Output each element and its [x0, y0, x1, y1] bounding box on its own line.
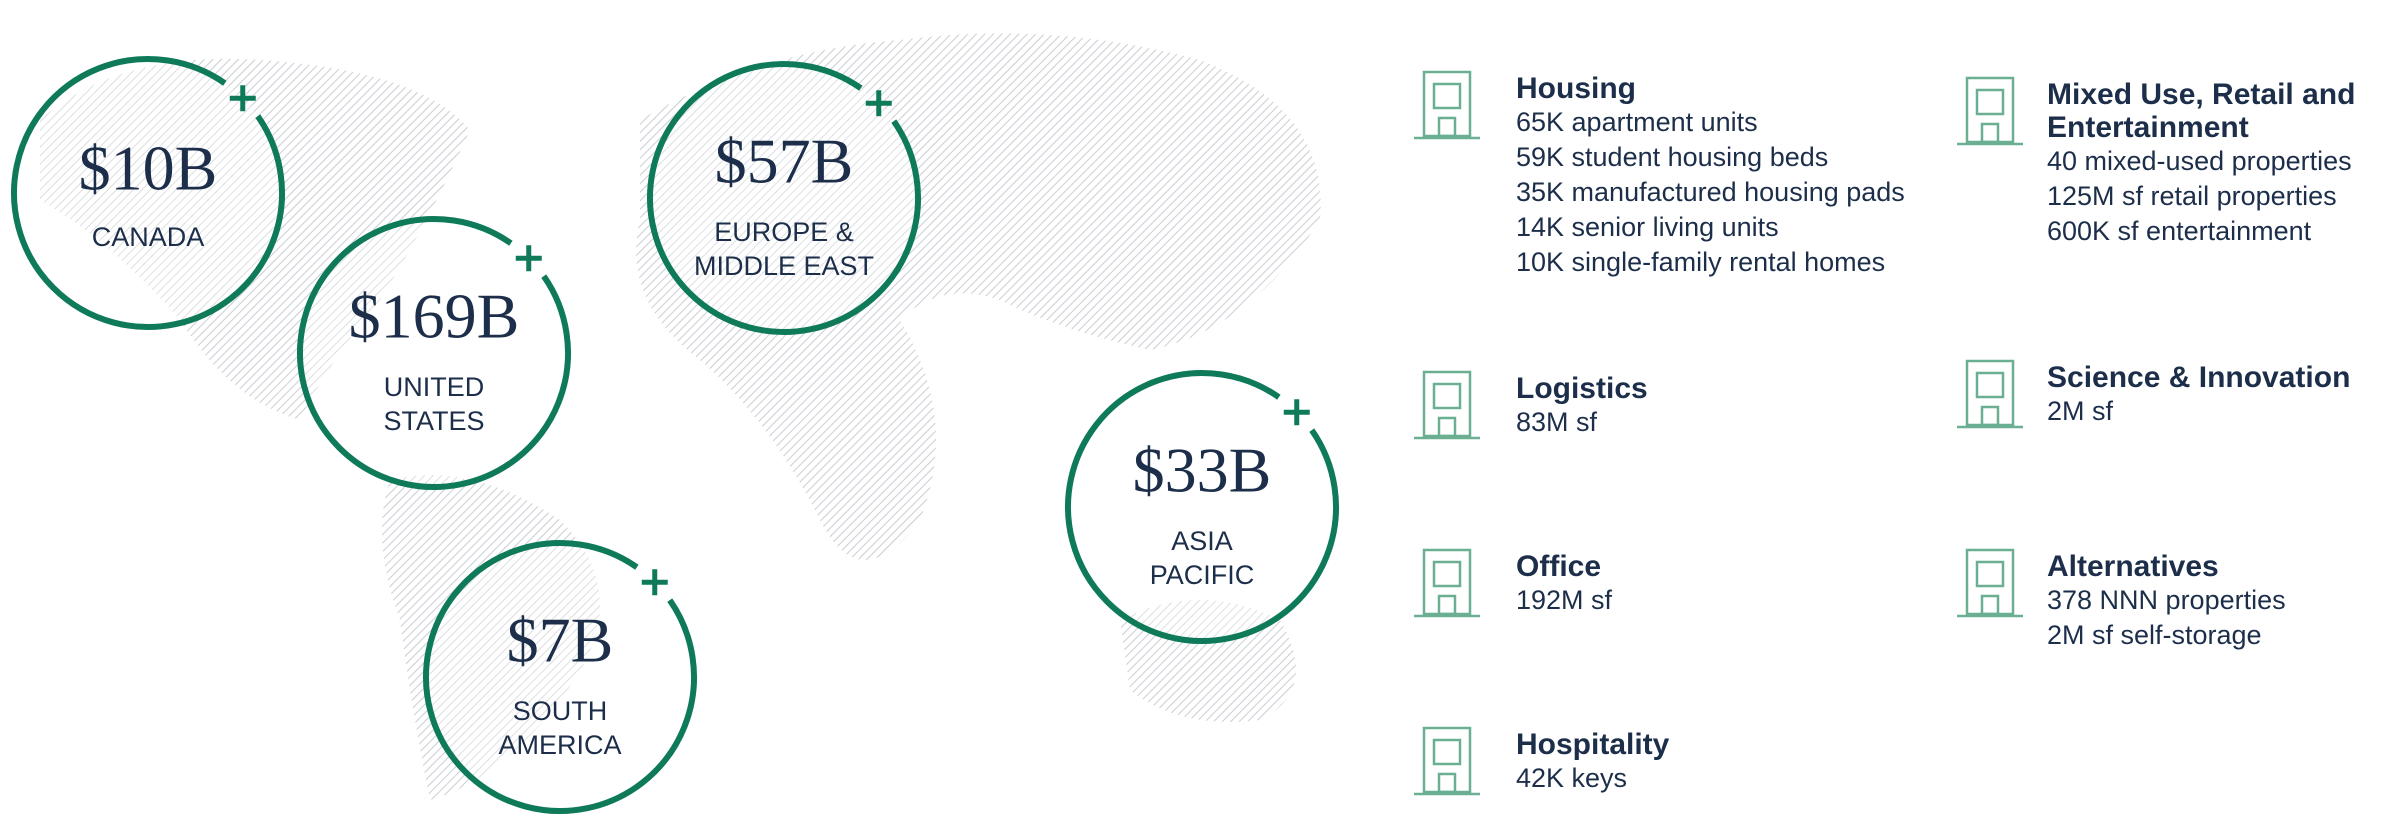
region-badge: $169B UNITED STATES	[297, 216, 571, 490]
sector-line: 42K keys	[1516, 763, 1628, 793]
sector-line: 40 mixed-used properties	[2047, 146, 2352, 176]
sector-title: Mixed Use, Retail and Entertainment	[2047, 78, 2356, 144]
region-label: CANADA	[92, 222, 205, 252]
sector-title: Alternatives	[2047, 550, 2219, 583]
icon-door	[1437, 116, 1457, 138]
badge-fill	[650, 64, 918, 332]
region-badge: $10B CANADA	[11, 56, 285, 330]
sector-line: 2M sf	[2047, 396, 2114, 426]
icon-outline	[1422, 70, 1472, 138]
sector: Alternatives 378 NNN properties 2M sf self…	[2047, 550, 2382, 653]
icon-outline	[1422, 548, 1472, 616]
icon-window	[1975, 371, 2005, 399]
icon-door	[1980, 122, 2000, 144]
badge-ring	[1065, 370, 1339, 644]
icon-window	[1432, 382, 1462, 410]
region-label: EUROPE &	[714, 217, 854, 247]
sector-title: Science & Innovation	[2047, 361, 2351, 394]
sector-icon	[1414, 370, 1480, 440]
icon-window	[1975, 560, 2005, 588]
region-value: $169B	[349, 281, 520, 352]
sector: Hospitality 42K keys	[1516, 728, 1851, 796]
region-badge: $33B ASIA PACIFIC	[1065, 370, 1339, 644]
sector-icon	[1957, 76, 2023, 146]
icon-window	[1975, 88, 2005, 116]
badge-fill	[300, 219, 568, 487]
icon-outline	[1965, 76, 2015, 144]
icon-door	[1437, 772, 1457, 794]
region-badge: $7B SOUTH AMERICA	[423, 540, 697, 814]
region-label: UNITED	[384, 372, 485, 402]
sector-icon	[1414, 70, 1480, 140]
icon-outline	[1422, 370, 1472, 438]
badge-fill	[426, 543, 694, 811]
region-value: $7B	[507, 605, 614, 676]
sector-icon	[1957, 359, 2023, 429]
sector-line: 83M sf	[1516, 407, 1598, 437]
icon-window	[1432, 738, 1462, 766]
region-value: $33B	[1133, 435, 1272, 506]
icon-door	[1980, 594, 2000, 616]
region-value: $57B	[715, 126, 854, 197]
sector: Science & Innovation 2M sf	[2047, 361, 2382, 429]
sector-line: 125M sf retail properties	[2047, 181, 2337, 211]
sector-line: 65K apartment units	[1516, 107, 1758, 137]
badge-fill	[14, 59, 282, 327]
icon-door	[1437, 594, 1457, 616]
sector-line: 59K student housing beds	[1516, 142, 1829, 172]
region-label: STATES	[383, 406, 484, 436]
continents	[40, 33, 1321, 800]
badge-ring	[11, 56, 285, 330]
region-label: MIDDLE EAST	[694, 251, 874, 281]
badge-ring	[297, 216, 571, 490]
region-label: ASIA	[1171, 526, 1233, 556]
sector-line: 10K single-family rental homes	[1516, 247, 1886, 277]
sector-title: Housing	[1516, 72, 1636, 105]
sector-line: 600K sf entertainment	[2047, 216, 2312, 246]
icon-outline	[1422, 726, 1472, 794]
badge-ring	[423, 540, 697, 814]
sector-line: 378 NNN properties	[2047, 585, 2286, 615]
sector-line: 35K manufactured housing pads	[1516, 177, 1905, 207]
region-label: PACIFIC	[1150, 560, 1255, 590]
icon-door	[1437, 416, 1457, 438]
sector-title: Hospitality	[1516, 728, 1670, 761]
icon-outline	[1965, 548, 2015, 616]
icon-outline	[1965, 359, 2015, 427]
badge-ring	[647, 61, 921, 335]
region-label: AMERICA	[498, 730, 621, 760]
region-badge: $57B EUROPE & MIDDLE EAST	[647, 61, 921, 335]
sector-icon	[1957, 548, 2023, 618]
badge-fill	[1068, 373, 1336, 641]
sector-line: 2M sf self-storage	[2047, 620, 2262, 650]
sector-icon	[1414, 548, 1480, 618]
sector-title: Office	[1516, 550, 1602, 583]
icon-door	[1980, 405, 2000, 427]
sector: Mixed Use, Retail and Entertainment 40 mi…	[2047, 78, 2382, 249]
sector: Housing 65K apartment units 59K student ho…	[1516, 72, 1905, 280]
region-label: SOUTH	[513, 696, 608, 726]
sector: Office 192M sf	[1516, 550, 1851, 618]
sector: Logistics 83M sf	[1516, 372, 1851, 440]
icon-window	[1432, 82, 1462, 110]
icon-window	[1432, 560, 1462, 588]
sector-line: 14K senior living units	[1516, 212, 1779, 242]
sector-icon	[1414, 726, 1480, 796]
sector-title: Logistics	[1516, 372, 1648, 405]
region-value: $10B	[79, 133, 218, 204]
sector-line: 192M sf	[1516, 585, 1613, 615]
